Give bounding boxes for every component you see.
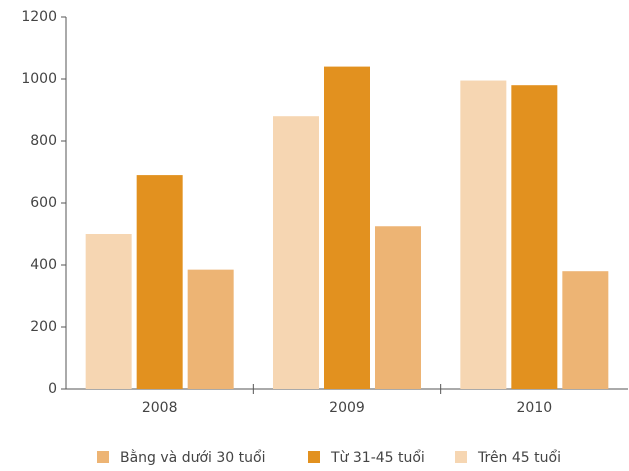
legend-swatch [97, 451, 109, 463]
bar [511, 85, 558, 389]
y-tick-label: 1200 [21, 9, 57, 25]
y-tick-label: 800 [30, 133, 57, 149]
y-tick-label: 200 [30, 319, 57, 335]
legend-swatch [308, 451, 320, 463]
bar [273, 116, 319, 389]
bar [460, 80, 507, 390]
y-tick-label: 400 [30, 257, 57, 273]
bar [375, 226, 421, 389]
y-tick-label: 600 [30, 195, 57, 211]
bar [562, 271, 609, 389]
y-tick-label: 0 [48, 381, 57, 397]
bar [187, 269, 234, 389]
x-tick-label: 2008 [142, 400, 178, 416]
legend-swatch [455, 451, 467, 463]
x-tick-label: 2010 [517, 400, 553, 416]
legend-label: Trên 45 tuổi [477, 449, 561, 466]
bar [324, 66, 370, 389]
bar [136, 175, 183, 389]
x-tick-label: 2009 [329, 400, 365, 416]
bar [85, 234, 132, 389]
y-tick-label: 1000 [21, 71, 57, 87]
legend-label: Bằng và dưới 30 tuổi [120, 449, 265, 466]
legend-label: Từ 31-45 tuổi [330, 449, 425, 466]
